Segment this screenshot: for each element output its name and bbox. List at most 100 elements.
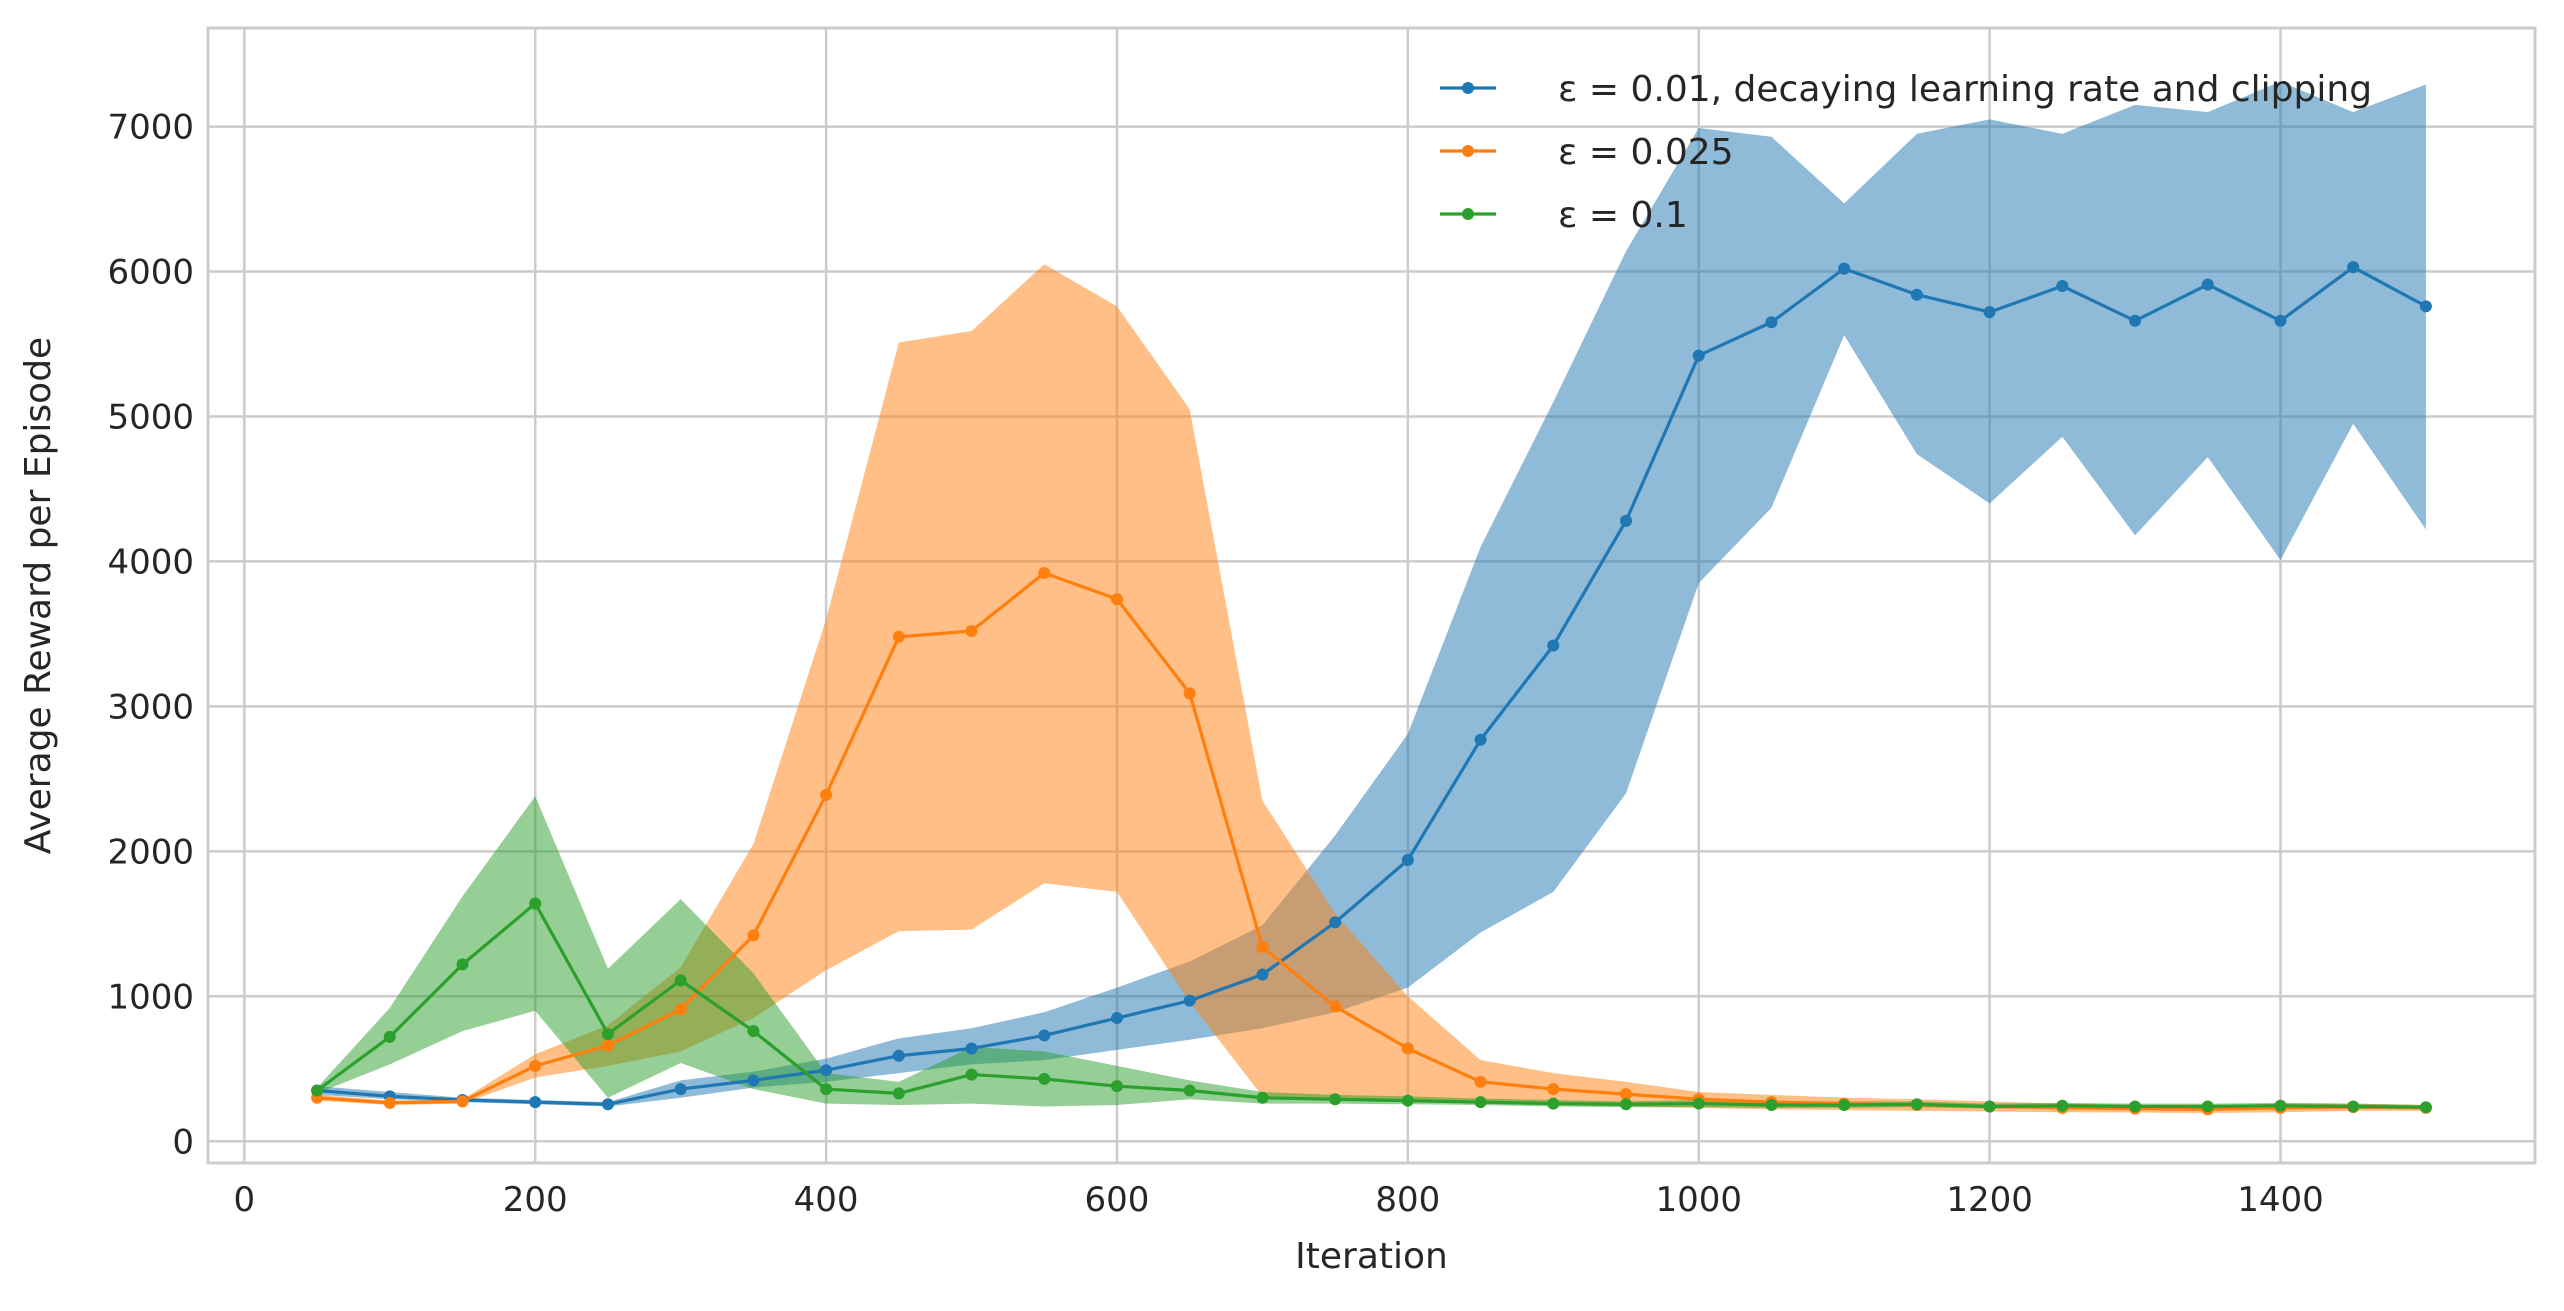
data-point-series-1: [1110, 1012, 1123, 1025]
line-series-2: [316, 571, 2426, 1111]
data-point-series-3: [1983, 1100, 1996, 1113]
data-point-series-1: [601, 1098, 614, 1111]
tick-labels: 0 200 400 600 800 1000 1200 1400 0 1000 2000 3000 40…: [107, 108, 2323, 1220]
y-axis-label: Average Reward per Episode: [18, 337, 59, 854]
data-point-series-2: [820, 788, 833, 801]
data-point-series-1: [892, 1049, 905, 1062]
data-point-series-1: [1838, 262, 1851, 275]
data-point-series-3: [2347, 1100, 2360, 1113]
data-point-series-3: [1256, 1091, 1269, 1104]
y-tick-label: 6000: [107, 253, 194, 293]
legend-marker-series-1: [1462, 82, 1474, 94]
data-point-series-3: [2274, 1099, 2287, 1112]
data-point-series-2: [1256, 941, 1269, 954]
data-point-series-3: [1183, 1084, 1196, 1097]
data-point-series-1: [1038, 1029, 1051, 1042]
data-point-series-3: [1110, 1080, 1123, 1093]
data-point-series-1: [1620, 514, 1633, 527]
legend-label-series-3: ε = 0.1: [1558, 195, 1688, 236]
legend-label-series-1: ε = 0.01, decaying learning rate and cli…: [1558, 69, 2372, 110]
data-point-series-3: [747, 1025, 760, 1038]
data-point-series-3: [383, 1030, 396, 1043]
series-lines: [316, 265, 2427, 1111]
y-tick-label: 5000: [107, 397, 194, 437]
plot-frame: [206, 26, 2537, 1165]
data-point-series-3: [456, 958, 469, 971]
data-point-series-1: [1401, 854, 1414, 867]
data-point-series-3: [2129, 1100, 2142, 1113]
y-tick-label: 3000: [107, 687, 194, 727]
legend-marker-series-3: [1462, 208, 1474, 220]
data-point-series-2: [1474, 1075, 1487, 1088]
data-point-series-2: [601, 1039, 614, 1052]
data-point-series-1: [1983, 306, 1996, 319]
data-point-series-3: [1838, 1099, 1851, 1112]
data-point-series-2: [1110, 593, 1123, 606]
data-point-series-1: [1765, 316, 1778, 329]
data-point-series-1: [1256, 968, 1269, 981]
data-point-series-3: [601, 1027, 614, 1040]
y-tick-label: 4000: [107, 542, 194, 582]
data-point-series-1: [820, 1064, 833, 1077]
data-point-series-2: [1183, 687, 1196, 700]
data-point-series-3: [820, 1083, 833, 1096]
y-tick-label: 0: [172, 1122, 194, 1162]
data-point-series-2: [674, 1003, 687, 1016]
data-point-series-2: [1038, 567, 1051, 580]
data-point-series-3: [1620, 1098, 1633, 1111]
legend: ε = 0.01, decaying learning rate and cli…: [1440, 69, 2372, 236]
data-point-series-3: [2056, 1099, 2069, 1112]
data-point-series-1: [2129, 314, 2142, 327]
legend-label-series-2: ε = 0.025: [1558, 132, 1734, 173]
data-point-series-1: [2056, 280, 2069, 293]
x-tick-label: 200: [503, 1180, 568, 1220]
x-tick-label: 0: [234, 1180, 256, 1220]
x-tick-label: 400: [794, 1180, 859, 1220]
data-point-series-1: [2274, 314, 2287, 327]
x-tick-label: 1000: [1655, 1180, 1742, 1220]
data-point-series-1: [1474, 733, 1487, 746]
data-point-series-3: [1474, 1096, 1487, 1109]
data-point-series-2: [1401, 1042, 1414, 1055]
x-tick-label: 800: [1375, 1180, 1440, 1220]
data-point-series-3: [892, 1087, 905, 1100]
data-point-series-2: [892, 630, 905, 643]
data-point-series-1: [1910, 288, 1923, 301]
data-point-series-1: [2201, 278, 2214, 291]
confidence-band-series-1: [317, 81, 2426, 1107]
data-point-series-1: [965, 1042, 978, 1055]
data-point-series-3: [2201, 1100, 2214, 1113]
data-point-series-3: [1692, 1097, 1705, 1110]
data-point-series-1: [674, 1083, 687, 1096]
data-point-series-2: [383, 1096, 396, 1109]
data-point-series-2: [529, 1059, 542, 1072]
data-point-series-1: [529, 1096, 542, 1109]
y-tick-label: 2000: [107, 832, 194, 872]
data-point-series-1: [1547, 639, 1560, 652]
data-point-series-3: [1329, 1093, 1342, 1106]
data-point-series-3: [1765, 1099, 1778, 1112]
data-point-series-1: [2347, 261, 2360, 274]
data-point-series-2: [1329, 1000, 1342, 1013]
data-point-series-1: [2419, 300, 2432, 313]
data-point-series-3: [529, 897, 542, 910]
legend-marker-series-2: [1462, 145, 1474, 157]
data-point-series-3: [674, 974, 687, 987]
line-series-1: [316, 265, 2427, 1106]
data-point-series-3: [2419, 1101, 2432, 1114]
data-point-series-3: [1910, 1098, 1923, 1111]
data-point-series-1: [1183, 994, 1196, 1007]
data-point-series-3: [1547, 1097, 1560, 1110]
data-point-series-3: [311, 1084, 324, 1097]
data-point-series-2: [747, 929, 760, 942]
series-points: [311, 261, 2432, 1116]
x-tick-label: 1200: [1946, 1180, 2033, 1220]
confidence-band-series-2: [317, 264, 2426, 1113]
data-point-series-3: [1038, 1072, 1051, 1085]
data-point-series-2: [1620, 1088, 1633, 1101]
data-point-series-2: [1547, 1083, 1560, 1096]
data-point-series-1: [747, 1074, 760, 1087]
line-series-3: [316, 901, 2426, 1109]
